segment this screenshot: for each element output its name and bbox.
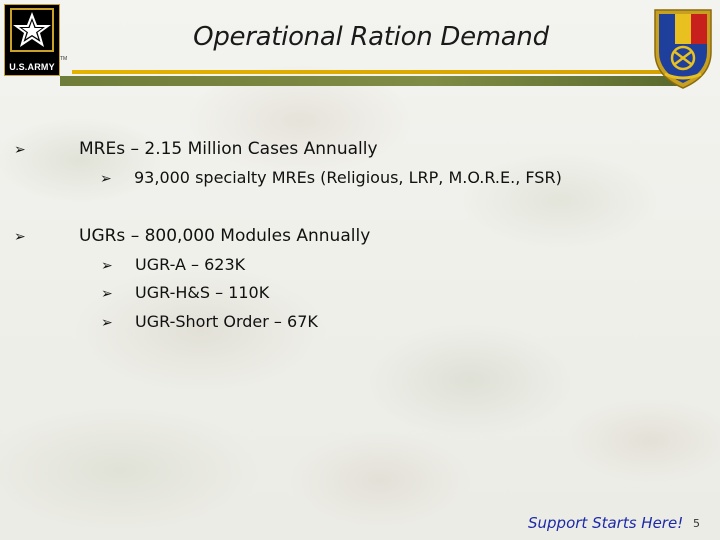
bullet-text: UGRs – 800,000 Modules Annually — [79, 226, 371, 246]
us-army-logo: U.S.ARMY — [4, 4, 60, 76]
arrow-bullet-icon: ➢ — [14, 229, 26, 245]
trademark-mark: TM — [60, 56, 68, 62]
sub-bullet-text: 93,000 specialty MREs (Religious, LRP, M… — [134, 168, 562, 187]
sub-bullet-item-ugr-a: ➢ UGR-A – 623K — [101, 255, 245, 274]
title-rule-gold — [72, 70, 672, 74]
sub-bullet-item-ugr-hs: ➢ UGR-H&S – 110K — [101, 283, 269, 302]
page-title: Operational Ration Demand — [193, 22, 549, 52]
sub-bullet-text: UGR-A – 623K — [135, 255, 246, 274]
sub-bullet-text: UGR-H&S – 110K — [135, 283, 270, 302]
army-star-icon — [10, 8, 54, 52]
arrow-bullet-icon: ➢ — [100, 171, 112, 187]
bullet-item-mres: ➢ MREs – 2.15 Million Cases Annually — [14, 139, 378, 159]
title-rule-green — [60, 76, 680, 86]
arrow-bullet-icon: ➢ — [101, 258, 113, 274]
sub-bullet-item-specialty-mres: ➢ 93,000 specialty MREs (Religious, LRP,… — [100, 168, 562, 187]
bullet-text: MREs – 2.15 Million Cases Annually — [79, 139, 378, 159]
bullet-item-ugrs: ➢ UGRs – 800,000 Modules Annually — [14, 226, 370, 246]
page-number: 5 — [693, 517, 700, 530]
army-wordmark: U.S.ARMY — [9, 62, 55, 72]
arrow-bullet-icon: ➢ — [101, 315, 113, 331]
sub-bullet-text: UGR-Short Order – 67K — [135, 312, 318, 331]
arrow-bullet-icon: ➢ — [14, 142, 26, 158]
sub-bullet-item-ugr-short-order: ➢ UGR-Short Order – 67K — [101, 312, 318, 331]
footer-slogan: Support Starts Here! — [528, 514, 684, 532]
arrow-bullet-icon: ➢ — [101, 286, 113, 302]
quartermaster-insignia-icon — [654, 9, 712, 89]
